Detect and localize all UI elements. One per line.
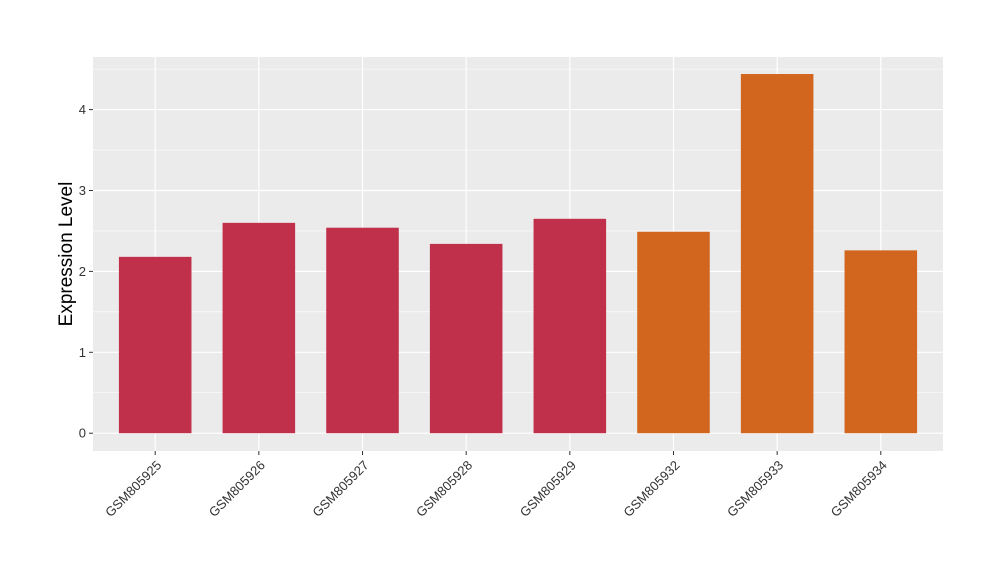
y-tick-label: 2 [79, 264, 86, 279]
x-tick-label: GSM805929 [517, 458, 579, 520]
bar-GSM805927 [326, 227, 399, 434]
x-tick-label: GSM805934 [828, 458, 890, 520]
bar-GSM805932 [637, 231, 710, 434]
bar-GSM805925 [118, 256, 192, 434]
y-axis: 0 1 2 3 4 [79, 102, 93, 441]
y-tick-label: 1 [79, 345, 86, 360]
plot-panel [93, 57, 943, 451]
y-axis-title: Expression Level [56, 182, 77, 327]
y-tick-label: 0 [79, 426, 86, 441]
bar-GSM805928 [429, 243, 503, 434]
bars [118, 73, 918, 434]
x-tick-label: GSM805932 [620, 458, 682, 520]
bar-GSM805926 [222, 222, 296, 434]
x-tick-label: GSM805933 [724, 458, 786, 520]
bar-GSM805934 [844, 250, 918, 434]
y-tick-label: 4 [79, 102, 86, 117]
x-axis: GSM805925 GSM805926 GSM805927 GSM805928 GSM8… [102, 451, 890, 520]
y-tick-label: 3 [79, 183, 86, 198]
x-tick-label: GSM805927 [309, 458, 371, 520]
bar-GSM805929 [533, 218, 607, 434]
bar-GSM805933 [740, 73, 814, 434]
x-tick-label: GSM805926 [206, 458, 268, 520]
x-tick-label: GSM805928 [413, 458, 475, 520]
x-tick-label: GSM805925 [102, 458, 164, 520]
